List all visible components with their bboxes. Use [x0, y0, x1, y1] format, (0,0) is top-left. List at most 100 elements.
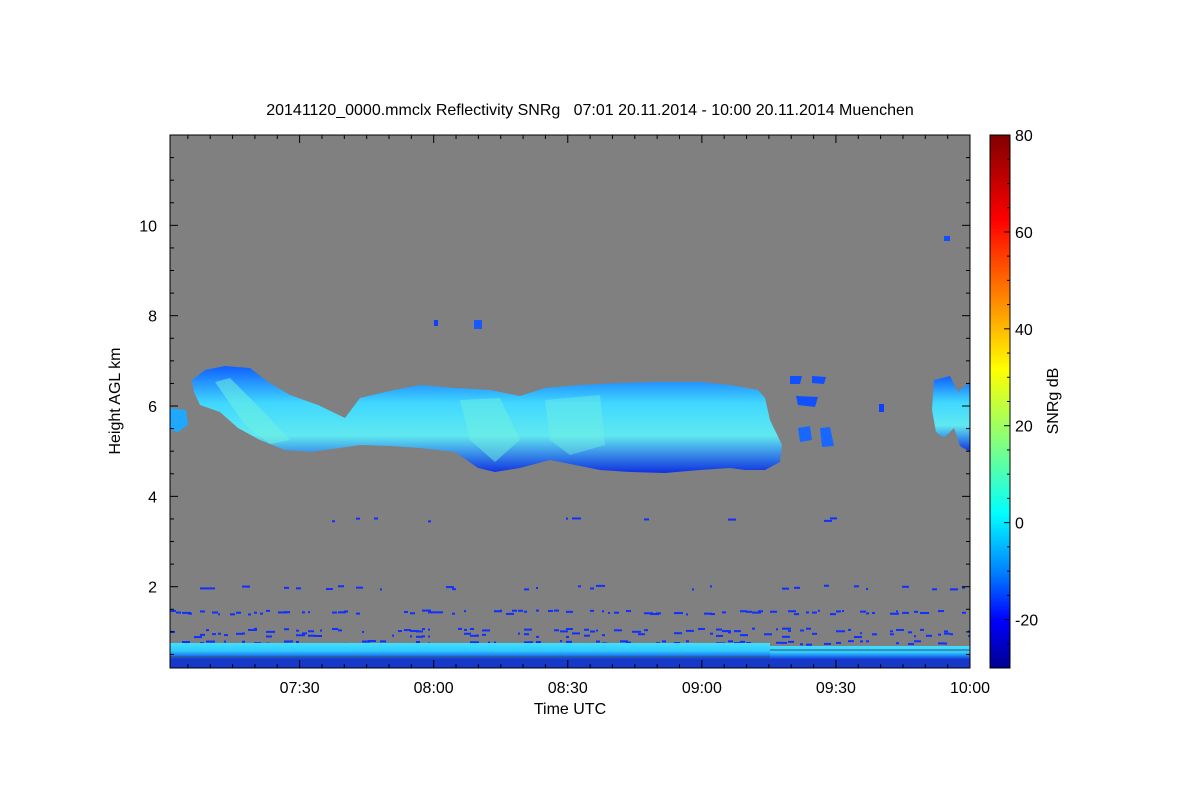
cloud-streak: [215, 378, 290, 444]
y-tick-label: 4: [148, 489, 157, 506]
clutter-dash: [374, 517, 378, 520]
clutter-dash: [554, 629, 559, 632]
clutter-dash: [836, 630, 845, 633]
clutter-dash: [716, 634, 723, 637]
clutter-dash: [470, 641, 479, 644]
cloud-streak: [545, 395, 605, 455]
clutter-dash: [626, 641, 631, 644]
clutter-dash: [488, 641, 490, 644]
colorbar-axis: -20 0 20 40 60 80: [1004, 128, 1038, 645]
clutter-dash: [428, 635, 430, 638]
clutter-dash: [326, 588, 333, 591]
clutter-dash: [920, 628, 924, 631]
clutter-dash: [818, 609, 820, 612]
echo-speckle: [474, 320, 482, 329]
clutter-dash: [728, 518, 736, 521]
clutter-dash: [836, 610, 841, 613]
clutter-dash: [212, 611, 218, 614]
clutter-dash: [686, 640, 689, 643]
clutter-dash: [710, 585, 712, 588]
clutter-dash: [242, 632, 245, 635]
clutter-dash: [794, 613, 799, 616]
clutter-dash: [560, 630, 568, 633]
clutter-dash: [872, 612, 875, 615]
x-tick-label: 08:00: [414, 680, 454, 697]
clutter-dash: [770, 610, 777, 613]
clutter-dash: [776, 641, 782, 644]
clutter-dash: [296, 587, 301, 590]
clutter-dash: [182, 641, 190, 644]
clutter-dash: [470, 628, 474, 631]
colorbar-tick-label: 0: [1015, 516, 1024, 533]
clutter-dash: [524, 628, 532, 631]
x-tick-label: 10:00: [950, 680, 990, 697]
cloud-fragment: [796, 396, 818, 407]
clutter-dash: [764, 633, 772, 636]
clutter-dash: [464, 610, 466, 613]
clutter-dash: [752, 627, 755, 630]
clutter-dash: [284, 628, 289, 631]
clutter-dash: [236, 611, 241, 614]
clutter-dash: [854, 585, 859, 588]
clutter-dash: [482, 629, 490, 632]
clutter-dash: [308, 630, 314, 633]
echo-speckle: [944, 236, 950, 241]
clutter-dash: [266, 635, 272, 638]
y-tick-label: 2: [148, 580, 157, 597]
clutter-dash: [518, 609, 523, 612]
clutter-dash: [674, 612, 683, 615]
y-tick-label: 6: [148, 399, 157, 416]
colorbar-label: SNRg dB: [1045, 368, 1062, 435]
clutter-dash: [566, 610, 573, 613]
clutter-dash: [584, 628, 589, 631]
clutter-dash: [266, 630, 275, 633]
chart-title: 20141120_0000.mmclx Reflectivity SNRg 07…: [266, 102, 914, 119]
clutter-dash: [902, 611, 909, 614]
ground-band: [770, 646, 970, 659]
clutter-dash: [728, 631, 731, 634]
clutter-dash: [380, 640, 386, 643]
clutter-dash: [590, 609, 594, 612]
clutter-dash: [452, 612, 455, 615]
clutter-dash: [914, 610, 918, 613]
clutter-dash: [284, 611, 290, 614]
clutter-dash: [686, 629, 694, 632]
clutter-dash: [746, 610, 752, 613]
x-axis: 07:30 08:00 08:30 09:00 09:30 10:00: [187, 135, 990, 697]
clutter-dash: [200, 633, 205, 636]
colorbar-tick-label: 60: [1015, 225, 1033, 242]
clutter-dash: [242, 640, 245, 643]
clutter-dash: [344, 610, 348, 613]
clutter-dash: [296, 640, 299, 643]
clutter-dash: [920, 612, 929, 615]
colorbar-tick-label: 20: [1015, 419, 1033, 436]
y-tick-label: 10: [139, 218, 157, 235]
clutter-dash: [212, 633, 216, 636]
clutter-dash: [656, 612, 661, 615]
clutter-dash: [590, 587, 594, 590]
clutter-dash: [566, 636, 569, 639]
clutter-dash: [710, 613, 715, 616]
clutter-dash: [482, 633, 486, 636]
clutter-dash: [776, 628, 778, 631]
clutter-dash: [908, 643, 914, 646]
clutter-dash: [722, 611, 726, 614]
clutter-dash: [332, 520, 335, 523]
clutter-dash: [194, 636, 202, 639]
clutter-dash: [596, 629, 598, 632]
clutter-dash: [848, 640, 854, 643]
clutter-lines: [170, 517, 970, 646]
clutter-dash: [548, 609, 553, 612]
x-tick-label: 08:30: [548, 680, 588, 697]
clutter-dash: [842, 610, 844, 613]
clutter-dash: [872, 633, 877, 636]
clutter-dash: [428, 520, 431, 523]
clutter-dash: [356, 612, 360, 615]
clutter-dash: [416, 630, 423, 633]
clutter-dash: [866, 640, 869, 643]
clutter-dash: [494, 610, 502, 613]
cloud-streak: [460, 398, 520, 462]
y-tick-label: 8: [148, 309, 157, 326]
clutter-dash: [242, 585, 250, 588]
